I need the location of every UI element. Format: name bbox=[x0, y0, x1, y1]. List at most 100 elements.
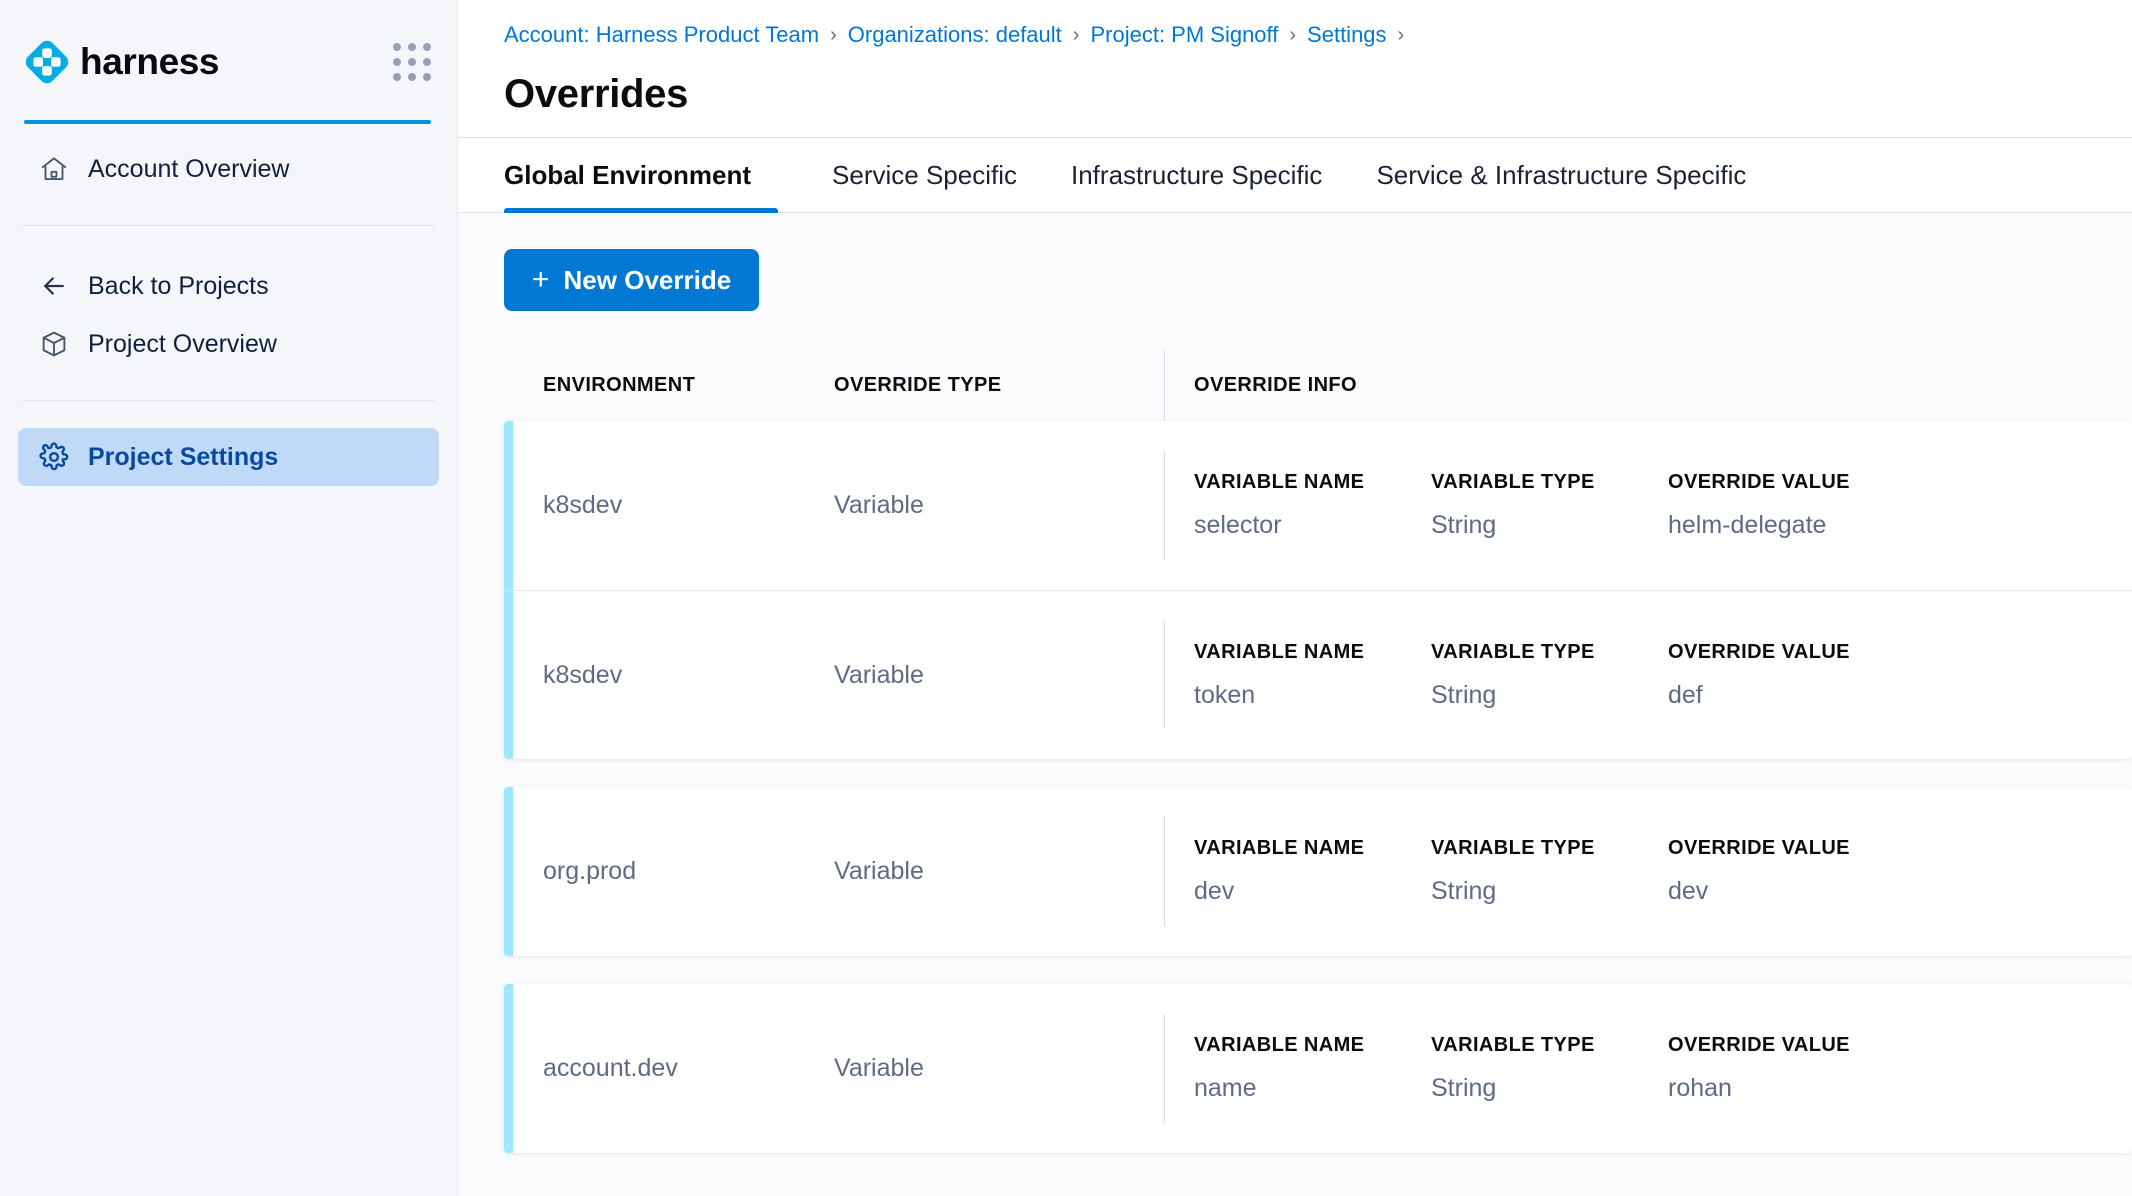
table-row[interactable]: org.prod Variable VARIABLE NAME dev VARI… bbox=[504, 787, 2132, 956]
info-override-value: OVERRIDE VALUE def bbox=[1668, 641, 2132, 710]
breadcrumb: Account: Harness Product Team › Organiza… bbox=[458, 18, 2132, 52]
breadcrumb-item-organization[interactable]: Organizations: default bbox=[847, 22, 1062, 47]
column-header-override-type: OVERRIDE TYPE bbox=[834, 373, 1002, 396]
info-variable-name: VARIABLE NAME selector bbox=[1194, 471, 1431, 540]
cell-override-info: VARIABLE NAME selector VARIABLE TYPE Str… bbox=[1164, 451, 2132, 560]
cell-environment: k8sdev bbox=[543, 660, 623, 689]
info-value-variable-name: selector bbox=[1194, 511, 1282, 539]
nav-section-project: Back to Projects Project Overview bbox=[0, 253, 457, 373]
sidebar-item-project-settings[interactable]: Project Settings bbox=[18, 428, 439, 486]
plus-icon: + bbox=[532, 263, 550, 296]
info-label-override-value: OVERRIDE VALUE bbox=[1668, 640, 1850, 663]
cell-environment: k8sdev bbox=[543, 491, 623, 519]
sidebar: harness Account Overview bbox=[0, 0, 458, 1196]
cell-environment: account.dev bbox=[543, 1054, 678, 1082]
sidebar-divider-1 bbox=[22, 225, 435, 226]
cell-override-type: Variable bbox=[834, 660, 924, 689]
info-value-override-value: def bbox=[1668, 680, 1703, 709]
table-row[interactable]: k8sdev Variable VARIABLE NAME token VARI… bbox=[504, 590, 2132, 759]
arrow-left-icon bbox=[38, 270, 70, 302]
sidebar-item-label: Project Settings bbox=[88, 442, 279, 471]
info-value-variable-type: String bbox=[1431, 680, 1497, 709]
apps-grid-icon[interactable] bbox=[393, 43, 431, 81]
new-override-button[interactable]: + New Override bbox=[504, 249, 760, 311]
override-card: k8sdev Variable VARIABLE NAME selector V… bbox=[504, 421, 2132, 759]
info-override-value: OVERRIDE VALUE dev bbox=[1668, 837, 2132, 906]
info-label-override-value: OVERRIDE VALUE bbox=[1668, 471, 1850, 493]
brand-underline bbox=[24, 120, 431, 124]
brand-row: harness bbox=[0, 0, 457, 124]
tab-label: Service Specific bbox=[832, 159, 1017, 190]
info-label-variable-type: VARIABLE TYPE bbox=[1431, 1034, 1595, 1056]
chevron-right-icon: › bbox=[1397, 23, 1405, 46]
cell-override-info: VARIABLE NAME name VARIABLE TYPE String … bbox=[1164, 1014, 2132, 1123]
chevron-right-icon: › bbox=[830, 23, 837, 46]
nav-section-settings: Project Settings bbox=[0, 428, 457, 486]
cell-override-type: Variable bbox=[834, 857, 924, 885]
cell-override-info: VARIABLE NAME dev VARIABLE TYPE String O… bbox=[1164, 817, 2132, 926]
info-label-variable-name: VARIABLE NAME bbox=[1194, 837, 1365, 859]
info-value-variable-type: String bbox=[1431, 511, 1497, 539]
override-card: org.prod Variable VARIABLE NAME dev VARI… bbox=[504, 787, 2132, 956]
tab-label: Infrastructure Specific bbox=[1071, 159, 1323, 190]
tab-label: Service & Infrastructure Specific bbox=[1376, 159, 1747, 190]
sidebar-item-account-overview[interactable]: Account Overview bbox=[18, 140, 439, 198]
tab-global-environment[interactable]: Global Environment bbox=[504, 138, 779, 213]
sidebar-item-label: Project Overview bbox=[88, 329, 277, 358]
sidebar-item-label: Account Overview bbox=[88, 154, 290, 183]
info-value-override-value: helm-delegate bbox=[1668, 511, 1827, 539]
info-value-variable-name: name bbox=[1194, 1074, 1257, 1102]
tab-service-specific[interactable]: Service Specific bbox=[805, 138, 1044, 212]
nav-section-account: Account Overview bbox=[0, 124, 457, 198]
info-variable-name: VARIABLE NAME name bbox=[1194, 1034, 1431, 1103]
page-title: Overrides bbox=[504, 72, 689, 116]
cell-override-type: Variable bbox=[834, 491, 924, 519]
override-card: account.dev Variable VARIABLE NAME name … bbox=[504, 984, 2132, 1153]
chevron-right-icon: › bbox=[1289, 23, 1297, 46]
info-label-override-value: OVERRIDE VALUE bbox=[1668, 837, 1850, 859]
sidebar-item-back-to-projects[interactable]: Back to Projects bbox=[18, 257, 439, 315]
chevron-right-icon: › bbox=[1072, 23, 1080, 46]
page-header: Account: Harness Product Team › Organiza… bbox=[458, 0, 2132, 137]
info-label-variable-type: VARIABLE TYPE bbox=[1431, 837, 1595, 859]
brand-logo-group[interactable]: harness bbox=[24, 39, 220, 85]
table-row[interactable]: k8sdev Variable VARIABLE NAME selector V… bbox=[504, 421, 2132, 590]
sidebar-item-project-overview[interactable]: Project Overview bbox=[18, 315, 439, 373]
sidebar-divider-2 bbox=[22, 400, 435, 401]
gear-icon bbox=[38, 441, 70, 473]
info-variable-type: VARIABLE TYPE String bbox=[1431, 641, 1668, 710]
info-label-variable-name: VARIABLE NAME bbox=[1194, 471, 1365, 493]
info-variable-name: VARIABLE NAME token bbox=[1194, 641, 1431, 710]
box-icon bbox=[38, 328, 70, 360]
info-variable-name: VARIABLE NAME dev bbox=[1194, 837, 1431, 906]
tabs-bar: Global Environment Service Specific Infr… bbox=[458, 137, 2132, 213]
cell-override-type: Variable bbox=[834, 1054, 924, 1082]
new-override-label: New Override bbox=[563, 264, 732, 295]
breadcrumb-item-account[interactable]: Account: Harness Product Team bbox=[504, 22, 820, 47]
info-value-override-value: dev bbox=[1668, 877, 1709, 905]
tab-label: Global Environment bbox=[504, 159, 752, 190]
info-label-variable-name: VARIABLE NAME bbox=[1194, 1034, 1365, 1056]
sidebar-spacer bbox=[0, 486, 457, 1196]
info-variable-type: VARIABLE TYPE String bbox=[1431, 1034, 1668, 1103]
info-value-override-value: rohan bbox=[1668, 1074, 1732, 1102]
home-icon bbox=[38, 153, 70, 185]
breadcrumb-item-project[interactable]: Project: PM Signoff bbox=[1090, 22, 1279, 47]
tab-service-and-infrastructure-specific[interactable]: Service & Infrastructure Specific bbox=[1349, 138, 1773, 212]
harness-diamond-logo-icon bbox=[24, 39, 70, 85]
info-label-variable-type: VARIABLE TYPE bbox=[1431, 640, 1595, 663]
info-variable-type: VARIABLE TYPE String bbox=[1431, 837, 1668, 906]
table-row[interactable]: account.dev Variable VARIABLE NAME name … bbox=[504, 984, 2132, 1153]
tab-infrastructure-specific[interactable]: Infrastructure Specific bbox=[1044, 138, 1349, 212]
info-override-value: OVERRIDE VALUE rohan bbox=[1668, 1034, 2132, 1103]
cell-override-info: VARIABLE NAME token VARIABLE TYPE String… bbox=[1164, 621, 2132, 729]
cell-environment: org.prod bbox=[543, 857, 637, 885]
overrides-panel: + New Override ENVIRONMENT OVERRIDE TYPE… bbox=[458, 213, 2132, 1196]
info-value-variable-type: String bbox=[1431, 1074, 1497, 1102]
info-value-variable-type: String bbox=[1431, 877, 1497, 905]
info-label-override-value: OVERRIDE VALUE bbox=[1668, 1034, 1850, 1056]
column-header-override-info: OVERRIDE INFO bbox=[1164, 349, 2132, 421]
info-value-variable-name: dev bbox=[1194, 877, 1235, 905]
breadcrumb-item-settings[interactable]: Settings bbox=[1307, 22, 1387, 47]
